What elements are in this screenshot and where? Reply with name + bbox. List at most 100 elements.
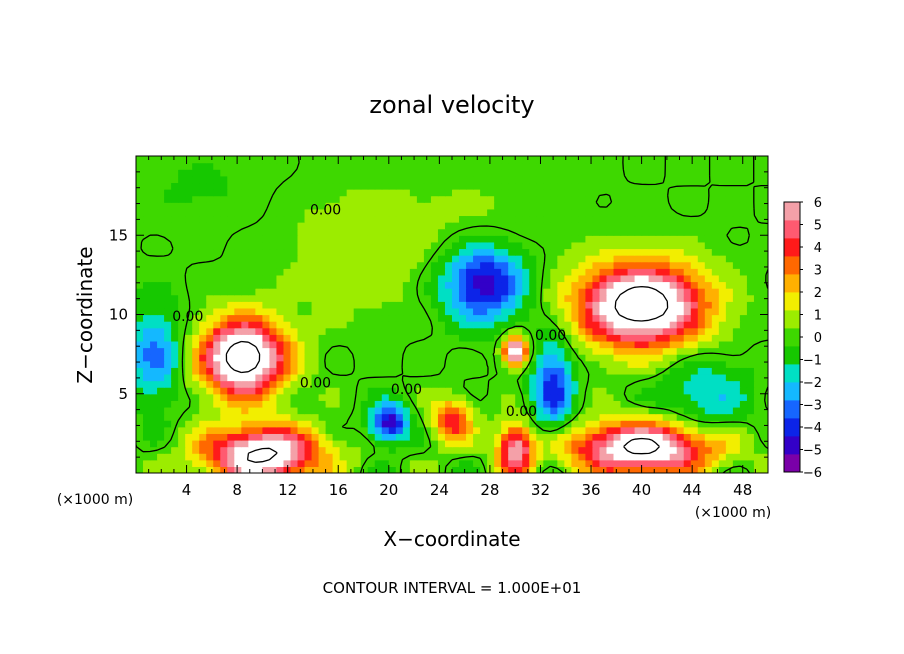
- heatmap-cell: [332, 248, 341, 256]
- heatmap-cell: [199, 400, 207, 408]
- heatmap-cell: [543, 228, 551, 236]
- heatmap-cell: [381, 156, 390, 164]
- heatmap-cell: [641, 453, 650, 461]
- heatmap-cell: [452, 453, 460, 461]
- heatmap-cell: [178, 268, 186, 276]
- heatmap-cell: [494, 466, 502, 473]
- heatmap-cell: [711, 321, 720, 329]
- heatmap-cell: [487, 208, 495, 217]
- heatmap-cell: [276, 439, 285, 448]
- heatmap-cell: [697, 420, 706, 428]
- heatmap-cell: [220, 274, 228, 283]
- heatmap-cell: [318, 360, 327, 368]
- heatmap-cell: [241, 294, 249, 302]
- heatmap-cell: [599, 175, 608, 184]
- heatmap-cell: [360, 367, 369, 375]
- heatmap-cell: [325, 466, 334, 473]
- heatmap-cell: [227, 426, 235, 434]
- heatmap-cell: [613, 420, 622, 428]
- heatmap-cell: [627, 360, 636, 368]
- heatmap-cell: [522, 334, 530, 342]
- heatmap-cell: [739, 162, 748, 170]
- heatmap-cell: [423, 393, 432, 401]
- heatmap-cell: [353, 413, 362, 421]
- heatmap-cell: [557, 413, 565, 421]
- heatmap-cell: [423, 288, 432, 296]
- heatmap-cell: [494, 241, 502, 250]
- heatmap-cell: [353, 281, 362, 289]
- heatmap-cell: [746, 156, 755, 164]
- heatmap-cell: [746, 215, 755, 223]
- heatmap-cell: [311, 156, 320, 164]
- heatmap-cell: [697, 175, 706, 184]
- heatmap-cell: [501, 420, 509, 428]
- heatmap-cell: [543, 360, 551, 368]
- heatmap-cell: [262, 413, 271, 421]
- heatmap-cell: [557, 367, 565, 375]
- heatmap-cell: [220, 241, 228, 250]
- heatmap-cell: [487, 380, 495, 388]
- heatmap-cell: [171, 439, 179, 448]
- heatmap-cell: [473, 182, 481, 190]
- heatmap-cell: [473, 459, 481, 467]
- heatmap-cell: [627, 466, 636, 473]
- heatmap-cell: [213, 367, 221, 375]
- heatmap-cell: [669, 222, 678, 230]
- heatmap-cell: [501, 446, 509, 454]
- heatmap-cell: [648, 426, 657, 434]
- heatmap-cell: [332, 400, 341, 408]
- heatmap-cell: [473, 433, 481, 441]
- heatmap-cell: [599, 288, 608, 296]
- heatmap-cell: [227, 446, 235, 454]
- heatmap-cell: [480, 439, 488, 448]
- heatmap-cell: [648, 301, 657, 309]
- heatmap-cell: [690, 439, 699, 448]
- heatmap-cell: [515, 288, 523, 296]
- heatmap-cell: [199, 255, 207, 263]
- heatmap-cell: [262, 169, 271, 177]
- heatmap-cell: [178, 426, 186, 434]
- heatmap-cell: [683, 327, 692, 335]
- heatmap-cell: [571, 235, 579, 243]
- contour-label: 0.00: [310, 203, 341, 219]
- heatmap-cell: [718, 334, 727, 342]
- heatmap-cell: [353, 182, 362, 190]
- heatmap-cell: [564, 367, 572, 375]
- heatmap-cell: [662, 222, 671, 230]
- heatmap-cell: [388, 307, 397, 316]
- heatmap-cell: [374, 162, 383, 170]
- heatmap-cell: [620, 360, 629, 368]
- heatmap-cell: [290, 373, 299, 382]
- heatmap-cell: [452, 235, 460, 243]
- heatmap-cell: [367, 446, 376, 454]
- heatmap-cell: [143, 208, 151, 217]
- heatmap-cell: [459, 268, 467, 276]
- heatmap-cell: [234, 433, 242, 441]
- heatmap-cell: [732, 175, 741, 184]
- heatmap-cell: [416, 466, 425, 473]
- heatmap-cell: [592, 162, 601, 170]
- heatmap-cell: [508, 281, 516, 289]
- heatmap-cell: [592, 202, 601, 210]
- heatmap-cell: [459, 433, 467, 441]
- heatmap-cell: [437, 426, 446, 434]
- heatmap-cell: [690, 235, 699, 243]
- heatmap-cell: [571, 406, 579, 415]
- heatmap-cell: [255, 281, 263, 289]
- heatmap-cell: [388, 288, 397, 296]
- heatmap-cell: [388, 248, 397, 256]
- heatmap-cell: [739, 420, 748, 428]
- heatmap-cell: [753, 321, 762, 329]
- heatmap-cell: [143, 294, 151, 302]
- heatmap-cell: [346, 182, 355, 190]
- heatmap-cell: [430, 426, 439, 434]
- heatmap-cell: [157, 433, 165, 441]
- heatmap-cell: [318, 459, 327, 467]
- heatmap-cell: [346, 208, 355, 217]
- heatmap-cell: [676, 294, 685, 302]
- heatmap-cell: [150, 459, 158, 467]
- heatmap-cell: [480, 268, 488, 276]
- heatmap-cell: [402, 367, 411, 375]
- heatmap-cell: [599, 400, 608, 408]
- heatmap-cell: [725, 387, 734, 395]
